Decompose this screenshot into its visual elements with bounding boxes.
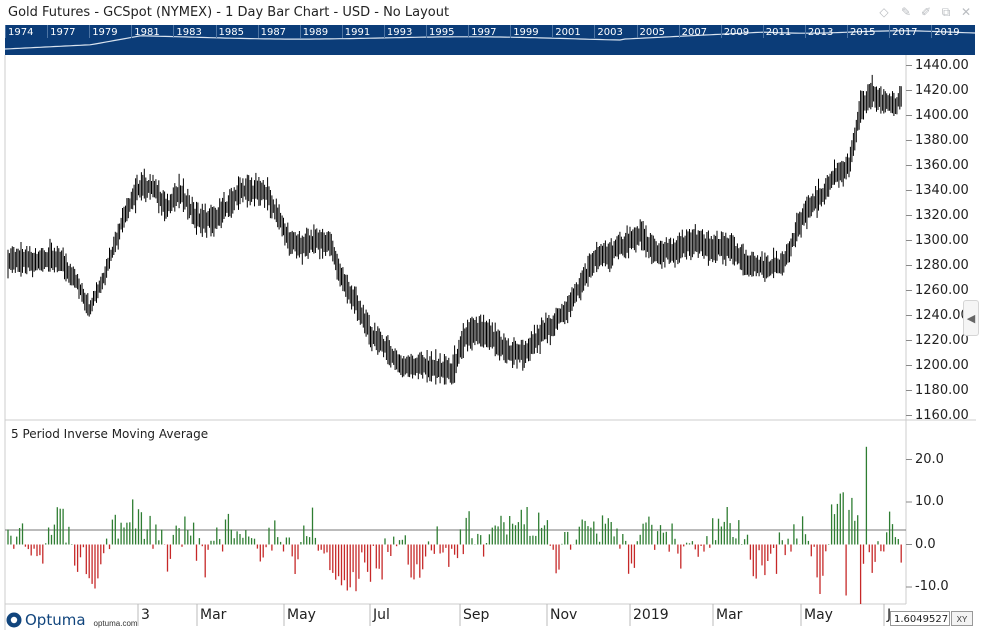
navigator-tick (5, 25, 6, 38)
price-y-label: 1200.00 (915, 357, 969, 373)
navigator-tick (931, 25, 933, 38)
navigator-year-2017: 2017 (892, 27, 918, 38)
indicator-title: 5 Period Inverse Moving Average (11, 427, 209, 441)
navigator-tick (173, 25, 175, 38)
navigator-tick (594, 25, 596, 38)
x-axis-label: May (287, 607, 316, 623)
navigator-year-1983: 1983 (176, 27, 202, 38)
indicator-y-label: 20.0 (915, 451, 944, 467)
x-axis-label: Mar (716, 607, 743, 623)
indicator-y-label: 0.0 (915, 536, 936, 552)
time-navigator[interactable]: 1974 1977 1979 1981 1983 1985 1987 1989 1991 1993… (5, 25, 975, 55)
window-title-bar: Gold Futures - GCSpot (NYMEX) - 1 Day Ba… (0, 0, 982, 25)
navigator-tick (89, 25, 91, 38)
navigator-price-line (5, 30, 975, 50)
indicator-y-label: -10.0 (915, 579, 949, 594)
x-axis-label: May (804, 607, 833, 623)
navigator-year-1989: 1989 (302, 27, 329, 38)
price-y-label: 1440.00 (915, 57, 969, 73)
x-axis-label: Sep (463, 607, 490, 623)
navigator-year-1999: 1999 (513, 27, 539, 38)
price-y-label: 1240.00 (915, 307, 969, 323)
x-axis-label: Nov (550, 607, 578, 623)
logo-text: Optuma (25, 611, 86, 629)
price-bars (7, 74, 902, 385)
price-y-label: 1160.00 (915, 407, 969, 423)
edit-icon[interactable]: ✐ (920, 5, 932, 19)
x-axis-label: 3 (141, 607, 150, 623)
navigator-tick (510, 25, 512, 38)
navigator-year-2007: 2007 (681, 27, 708, 38)
navigator-year-1974: 1974 (8, 27, 34, 38)
x-axis-label: Mar (200, 607, 227, 623)
navigator-tick (341, 25, 343, 38)
navigator-tick (215, 25, 217, 38)
cursor-readout: 1.6049527 (890, 611, 950, 626)
optuma-logo: Optuma optuma.com (5, 609, 138, 631)
indicator-bars (7, 446, 902, 604)
navigator-tick (257, 25, 259, 38)
navigator-tick (426, 25, 427, 38)
price-y-label: 1340.00 (915, 182, 969, 198)
navigator-year-1977: 1977 (50, 27, 76, 38)
navigator-tick (299, 25, 301, 38)
navigator-tick (762, 25, 764, 38)
xy-toggle-button[interactable]: XY (951, 611, 973, 626)
price-y-label: 1260.00 (915, 282, 969, 298)
navigator-year-2001: 2001 (555, 27, 581, 38)
y-axis-ticks (906, 65, 912, 588)
price-y-label: 1180.00 (915, 382, 969, 398)
navigator-year-2013: 2013 (807, 27, 834, 38)
navigator-year-1985: 1985 (218, 27, 244, 38)
optuma-logo-icon (6, 612, 22, 628)
navigator-tick (131, 25, 133, 38)
logo-url: optuma.com (93, 618, 138, 628)
x-axis-label: Jul (373, 607, 390, 623)
price-y-label: 1360.00 (915, 157, 969, 173)
navigator-year-1979: 1979 (92, 27, 118, 38)
price-y-label: 1320.00 (915, 207, 969, 223)
price-y-label: 1380.00 (915, 132, 969, 148)
price-y-label: 1300.00 (915, 232, 969, 248)
navigator-tick (636, 25, 638, 38)
navigator-year-2011: 2011 (765, 27, 792, 38)
navigator-year-1987: 1987 (260, 27, 287, 38)
navigator-year-1997: 1997 (471, 27, 497, 38)
chevron-left-icon: ◀ (966, 312, 976, 325)
navigator-year-1991: 1991 (344, 27, 371, 38)
navigator-tick (720, 25, 722, 38)
window-title: Gold Futures - GCSpot (NYMEX) - 1 Day Ba… (8, 5, 450, 20)
navigator-tick (804, 25, 806, 38)
navigator-tick (383, 25, 385, 38)
price-y-label: 1420.00 (915, 82, 969, 98)
navigator-tick (847, 25, 848, 38)
collapse-panel-handle[interactable]: ◀ (963, 300, 979, 336)
navigator-year-1995: 1995 (429, 27, 455, 38)
x-axis-label: 2019 (633, 607, 669, 623)
navigator-tick (678, 25, 680, 38)
navigator-year-1993: 1993 (386, 27, 413, 38)
navigator-tick (47, 25, 49, 38)
restore-window-icon[interactable]: ⧉ (941, 4, 951, 19)
indicator-y-label: 10.0 (915, 494, 944, 509)
close-icon[interactable]: ✕ (960, 5, 972, 19)
navigator-year-2015: 2015 (850, 27, 876, 38)
navigator-year-2005: 2005 (639, 27, 665, 38)
navigator-tick (552, 25, 554, 38)
navigator-year-2019: 2019 (934, 27, 960, 38)
price-y-label: 1400.00 (915, 107, 969, 123)
price-y-label: 1220.00 (915, 332, 969, 348)
navigator-year-1981: 1981 (134, 27, 160, 38)
navigator-year-2009: 2009 (723, 27, 750, 38)
navigator-tick (889, 25, 891, 38)
navigator-tick (468, 25, 470, 38)
navigator-year-2003: 2003 (597, 27, 623, 38)
pin-diamond-icon[interactable]: ◇ (879, 5, 889, 19)
price-y-label: 1280.00 (915, 257, 969, 273)
pushpin-icon[interactable]: ✎ (900, 5, 912, 19)
